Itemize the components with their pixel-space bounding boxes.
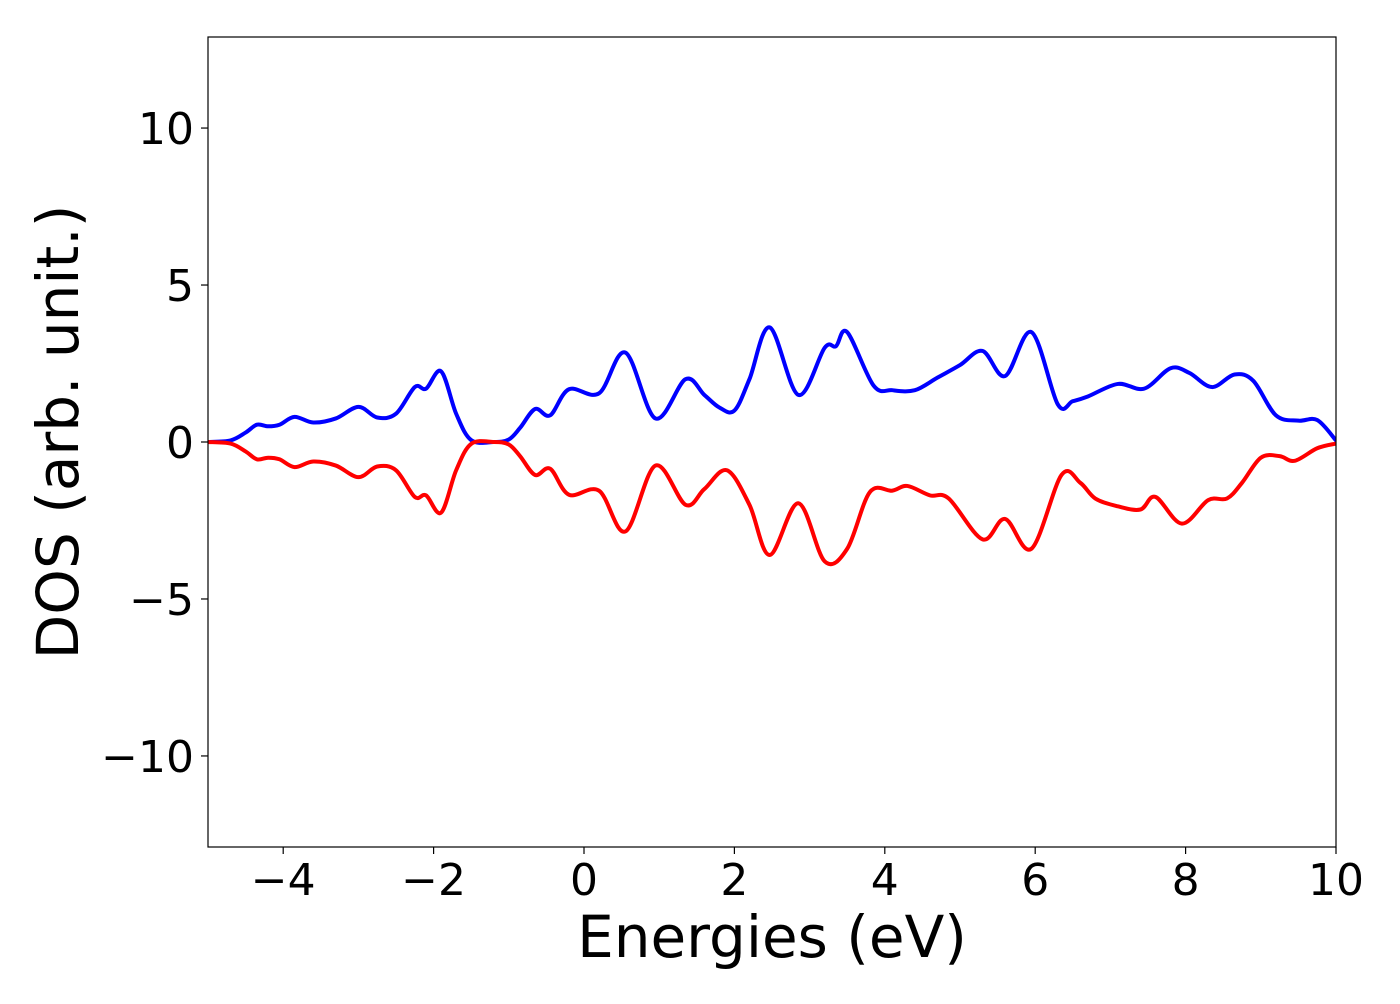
y-axis-label: DOS (arb. unit.) (24, 205, 92, 660)
series-layer (208, 325, 1336, 567)
x-tick-label: 10 (1308, 855, 1364, 906)
y-tick-label: −5 (129, 575, 194, 626)
tick-layer: −4 −2 0 2 4 6 8 10 −10 −5 0 5 10 (101, 104, 1364, 906)
series-line-red (208, 439, 1336, 567)
x-tick-label: 6 (1021, 855, 1049, 906)
x-tick-label: 0 (570, 855, 598, 906)
x-tick-label: 2 (720, 855, 748, 906)
y-tick-label: −10 (101, 732, 194, 783)
x-tick-label: −2 (401, 855, 466, 906)
y-tick-label: 10 (138, 104, 194, 155)
x-tick-label: 4 (871, 855, 899, 906)
x-axis-label: Energies (eV) (577, 903, 967, 971)
x-tick-label: −4 (251, 855, 316, 906)
series-line-blue (208, 325, 1336, 445)
x-tick-label: 8 (1172, 855, 1200, 906)
y-tick-label: 5 (166, 261, 194, 312)
y-tick-label: 0 (166, 418, 194, 469)
